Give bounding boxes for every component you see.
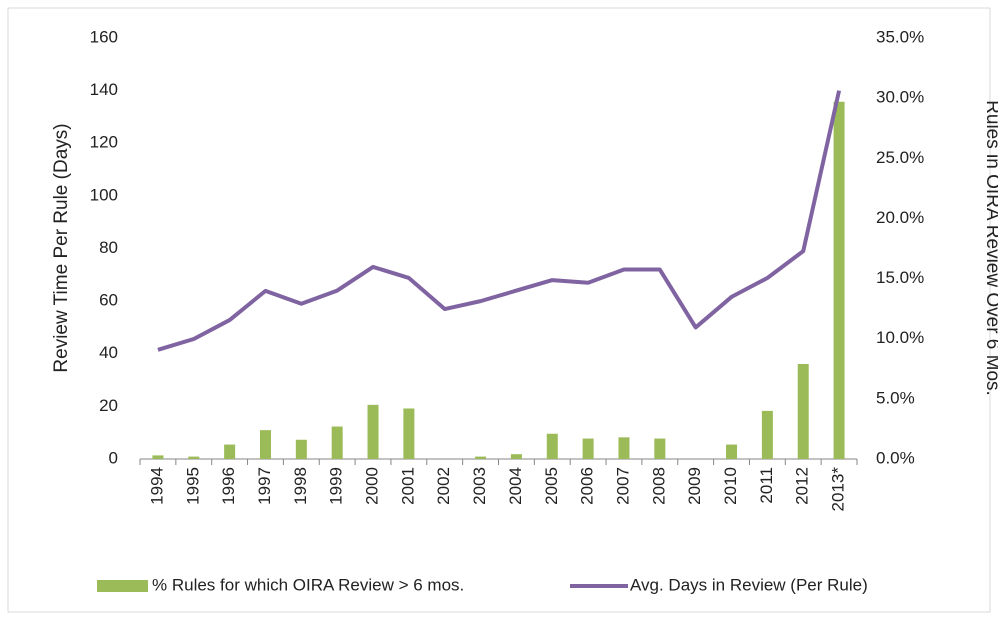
x-tick-label: 2004 — [506, 467, 525, 505]
x-tick-label: 2008 — [649, 467, 668, 505]
bar — [367, 404, 379, 459]
bar — [152, 455, 164, 459]
x-tick-label: 2001 — [398, 467, 417, 505]
x-tick-label: 2005 — [542, 467, 561, 505]
bar — [618, 437, 630, 459]
x-tick-label: 1997 — [255, 467, 274, 505]
legend-swatch — [97, 580, 148, 592]
y-tick-label: 120 — [90, 133, 118, 152]
y2-tick-label: 25.0% — [876, 148, 924, 167]
x-tick-label: 2006 — [578, 467, 597, 505]
x-tick-label: 1996 — [219, 467, 238, 505]
y2-tick-label: 15.0% — [876, 268, 924, 287]
y-tick-label: 160 — [90, 27, 118, 46]
y-tick-label: 40 — [99, 343, 118, 362]
y2-tick-label: 30.0% — [876, 88, 924, 107]
bar — [295, 439, 307, 459]
y-tick-label: 20 — [99, 396, 118, 415]
y-tick-label: 80 — [99, 238, 118, 257]
y2-tick-label: 5.0% — [876, 388, 915, 407]
x-tick-label: 2012 — [793, 467, 812, 505]
bar — [654, 438, 666, 459]
y-tick-label: 100 — [90, 185, 118, 204]
x-tick-label: 2011 — [757, 467, 776, 504]
y2-axis-title: Rules in OIRA Review Over 6 Mos. — [982, 100, 998, 396]
bar — [761, 410, 773, 459]
x-tick-label: 2010 — [721, 467, 740, 505]
bar — [833, 101, 845, 459]
bar — [475, 456, 487, 459]
bar — [259, 430, 271, 459]
bar — [403, 408, 415, 459]
bar — [546, 433, 558, 459]
x-tick-label: 2003 — [470, 467, 489, 505]
bar — [188, 456, 200, 459]
legend-label: Avg. Days in Review (Per Rule) — [630, 575, 868, 594]
y-tick-label: 60 — [99, 291, 118, 310]
x-tick-label: 2013* — [829, 467, 848, 512]
bar — [582, 438, 594, 459]
x-tick-label: 2000 — [363, 467, 382, 505]
y2-tick-label: 10.0% — [876, 328, 924, 347]
y2-tick-label: 0.0% — [876, 448, 915, 467]
y-tick-label: 0 — [109, 448, 118, 467]
bar — [224, 444, 236, 459]
x-tick-label: 1994 — [147, 467, 166, 505]
bar — [510, 454, 522, 459]
x-tick-label: 1999 — [327, 467, 346, 505]
y-axis-title: Review Time Per Rule (Days) — [51, 123, 72, 372]
chart-border — [7, 7, 991, 613]
bar — [331, 426, 343, 459]
legend-label: % Rules for which OIRA Review > 6 mos. — [152, 575, 464, 594]
bar — [797, 363, 809, 459]
bar — [726, 444, 738, 459]
y2-tick-label: 20.0% — [876, 208, 924, 227]
y2-tick-label: 35.0% — [876, 27, 924, 46]
x-tick-label: 2009 — [685, 467, 704, 505]
y-tick-label: 140 — [90, 80, 118, 99]
line — [157, 90, 842, 352]
x-tick-label: 1995 — [183, 467, 202, 505]
x-tick-label: 1998 — [291, 467, 310, 505]
x-tick-label: 2002 — [434, 467, 453, 505]
x-tick-label: 2007 — [613, 467, 632, 505]
